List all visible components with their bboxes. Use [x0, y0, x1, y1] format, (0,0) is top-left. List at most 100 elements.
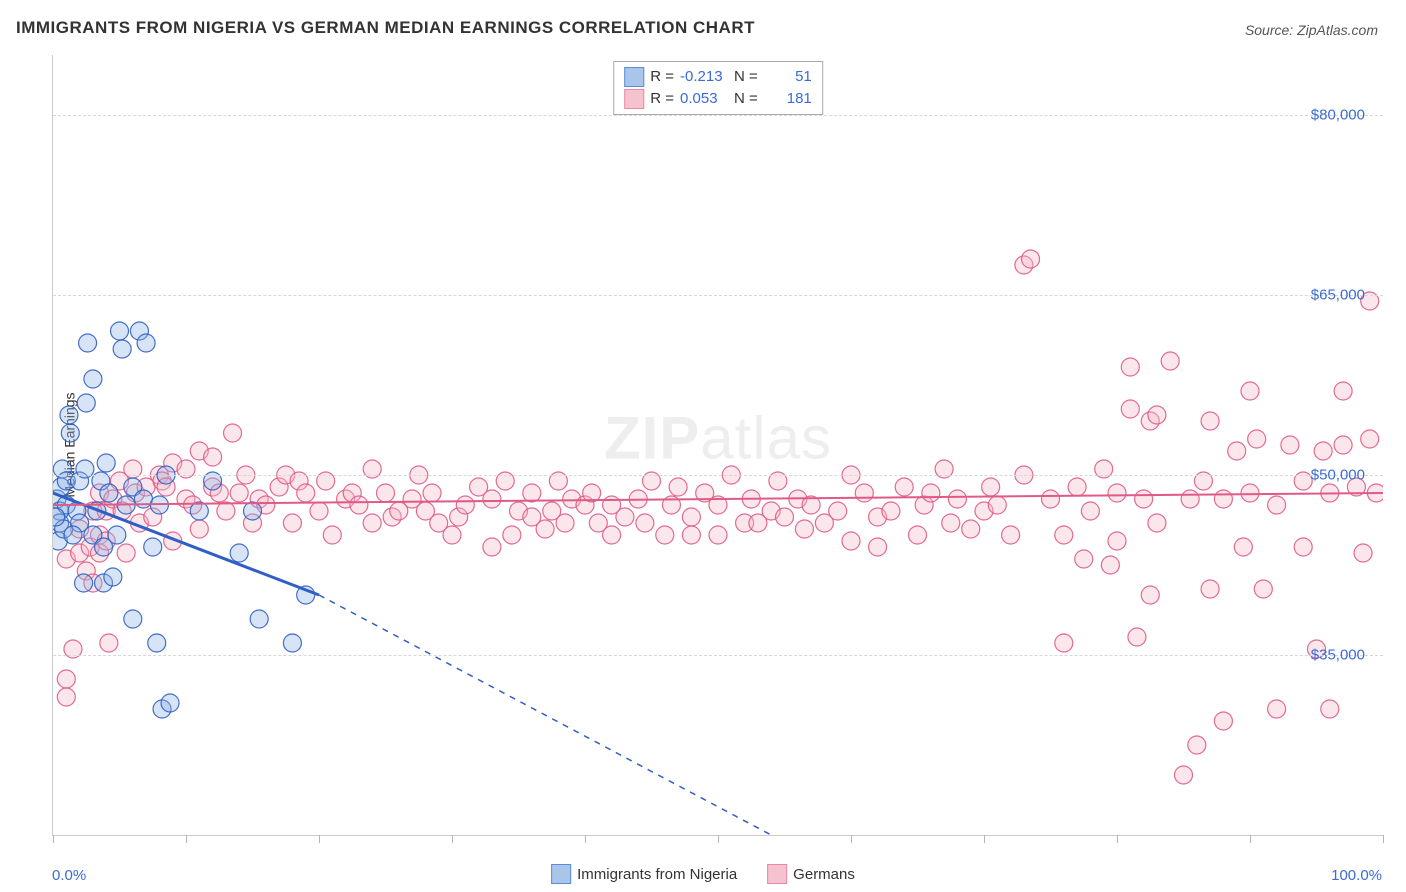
n-label: N = — [734, 88, 758, 110]
data-point — [1108, 532, 1126, 550]
r-value: 0.053 — [680, 88, 728, 110]
data-point — [443, 526, 461, 544]
n-value: 181 — [764, 88, 812, 110]
data-point — [603, 526, 621, 544]
data-point — [190, 520, 208, 538]
data-point — [1121, 400, 1139, 418]
legend-swatch — [551, 864, 571, 884]
data-point — [1201, 412, 1219, 430]
data-point — [669, 478, 687, 496]
data-point — [250, 610, 268, 628]
data-point — [1294, 538, 1312, 556]
data-point — [224, 424, 242, 442]
data-point — [1361, 430, 1379, 448]
data-point — [948, 490, 966, 508]
data-point — [1022, 250, 1040, 268]
gridline — [53, 115, 1383, 116]
data-point — [523, 484, 541, 502]
data-point — [363, 514, 381, 532]
x-tick — [1117, 835, 1118, 843]
chart-title: IMMIGRANTS FROM NIGERIA VS GERMAN MEDIAN… — [16, 18, 755, 38]
data-point — [483, 538, 501, 556]
data-point — [1354, 544, 1372, 562]
y-tick-label: $35,000 — [1311, 647, 1365, 664]
data-point — [503, 526, 521, 544]
data-point — [244, 502, 262, 520]
data-point — [57, 688, 75, 706]
data-point — [1314, 442, 1332, 460]
data-point — [942, 514, 960, 532]
data-point — [217, 502, 235, 520]
data-point — [842, 532, 860, 550]
y-tick-label: $80,000 — [1311, 107, 1365, 124]
data-point — [1188, 736, 1206, 754]
data-point — [108, 526, 126, 544]
data-point — [636, 514, 654, 532]
data-point — [909, 526, 927, 544]
data-point — [616, 508, 634, 526]
stats-legend: R = -0.213 N = 51 R = 0.053 N = 181 — [613, 61, 823, 115]
data-point — [1248, 430, 1266, 448]
data-point — [1081, 502, 1099, 520]
x-tick — [319, 835, 320, 843]
data-point — [1254, 580, 1272, 598]
regression-line-dashed — [319, 595, 771, 835]
data-point — [79, 334, 97, 352]
source-attribution: Source: ZipAtlas.com — [1245, 22, 1378, 38]
scatter-svg — [53, 55, 1383, 835]
data-point — [97, 454, 115, 472]
data-point — [1228, 442, 1246, 460]
n-label: N = — [734, 66, 758, 88]
x-tick — [1383, 835, 1384, 843]
data-point — [483, 490, 501, 508]
x-tick — [984, 835, 985, 843]
data-point — [1121, 358, 1139, 376]
gridline — [53, 295, 1383, 296]
r-value: -0.213 — [680, 66, 728, 88]
data-point — [283, 514, 301, 532]
data-point — [77, 394, 95, 412]
y-tick-label: $65,000 — [1311, 287, 1365, 304]
stats-legend-row: R = 0.053 N = 181 — [624, 88, 812, 110]
stats-legend-row: R = -0.213 N = 51 — [624, 66, 812, 88]
data-point — [682, 508, 700, 526]
data-point — [536, 520, 554, 538]
data-point — [1321, 700, 1339, 718]
data-point — [1334, 382, 1352, 400]
x-tick — [585, 835, 586, 843]
data-point — [1334, 436, 1352, 454]
data-point — [1241, 484, 1259, 502]
data-point — [283, 634, 301, 652]
data-point — [61, 424, 79, 442]
r-label: R = — [650, 66, 674, 88]
data-point — [113, 340, 131, 358]
data-point — [556, 514, 574, 532]
data-point — [1241, 382, 1259, 400]
data-point — [75, 574, 93, 592]
data-point — [656, 526, 674, 544]
data-point — [423, 484, 441, 502]
data-point — [1128, 628, 1146, 646]
gridline — [53, 475, 1383, 476]
data-point — [1068, 478, 1086, 496]
data-point — [1135, 490, 1153, 508]
x-tick — [452, 835, 453, 843]
x-tick — [186, 835, 187, 843]
data-point — [882, 502, 900, 520]
data-point — [144, 538, 162, 556]
plot-area: ZIPatlas Median Earnings R = -0.213 N = … — [52, 55, 1383, 836]
data-point — [1148, 406, 1166, 424]
data-point — [1281, 436, 1299, 454]
data-point — [1055, 634, 1073, 652]
data-point — [1002, 526, 1020, 544]
data-point — [922, 484, 940, 502]
gridline — [53, 655, 1383, 656]
data-point — [310, 502, 328, 520]
y-tick-label: $50,000 — [1311, 467, 1365, 484]
data-point — [57, 670, 75, 688]
data-point — [297, 484, 315, 502]
data-point — [60, 406, 78, 424]
series-legend-label: Germans — [793, 866, 855, 883]
data-point — [776, 508, 794, 526]
data-point — [1148, 514, 1166, 532]
